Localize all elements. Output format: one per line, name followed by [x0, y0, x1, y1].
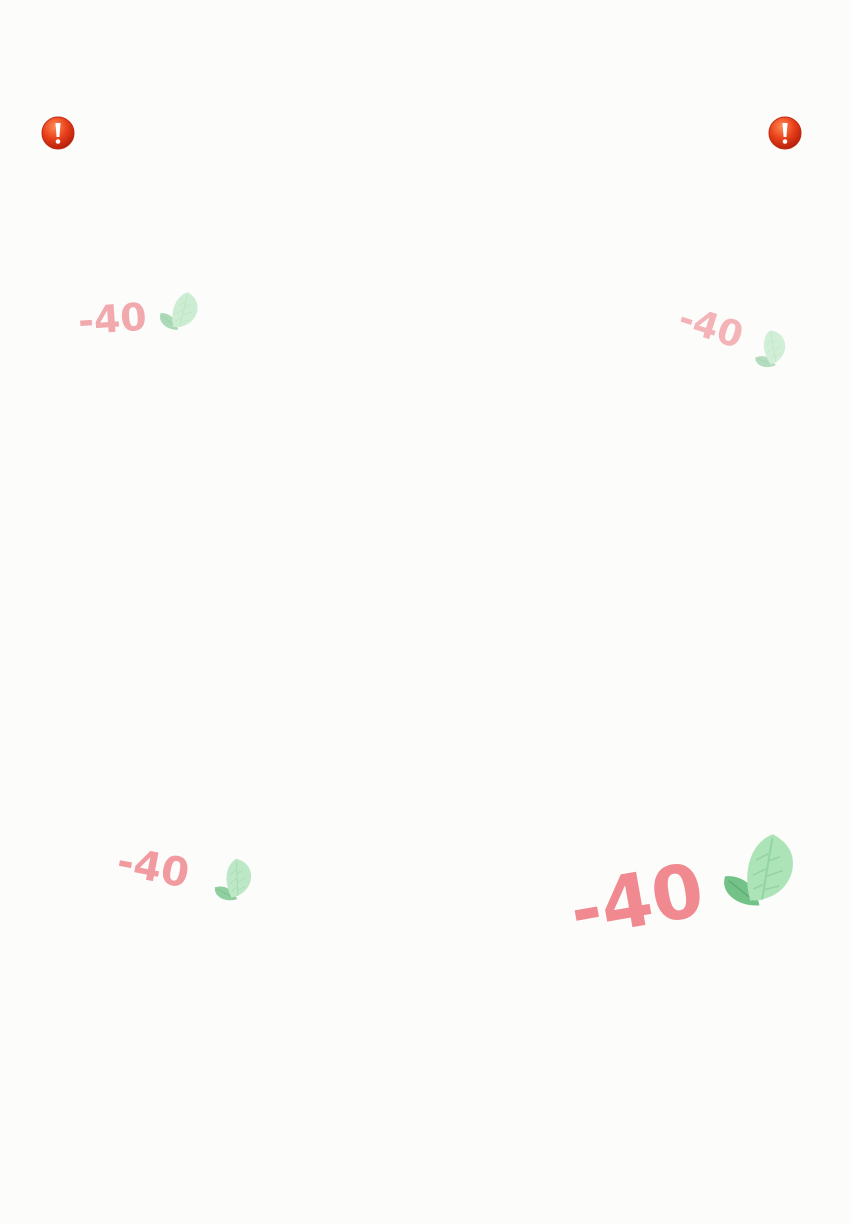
damage-value: -40	[113, 838, 193, 898]
damage-value: -40	[563, 847, 711, 955]
leaf-icon	[716, 826, 802, 918]
damage-value: -40	[673, 297, 748, 358]
alert-icon-left[interactable]	[41, 116, 75, 150]
leaf-icon	[746, 326, 794, 374]
leaf-icon	[154, 287, 203, 338]
leaf-icon	[208, 856, 259, 907]
alert-icon-right[interactable]	[768, 116, 802, 150]
exclamation-icon	[768, 116, 802, 150]
damage-value: -40	[76, 294, 149, 344]
exclamation-icon	[41, 116, 75, 150]
